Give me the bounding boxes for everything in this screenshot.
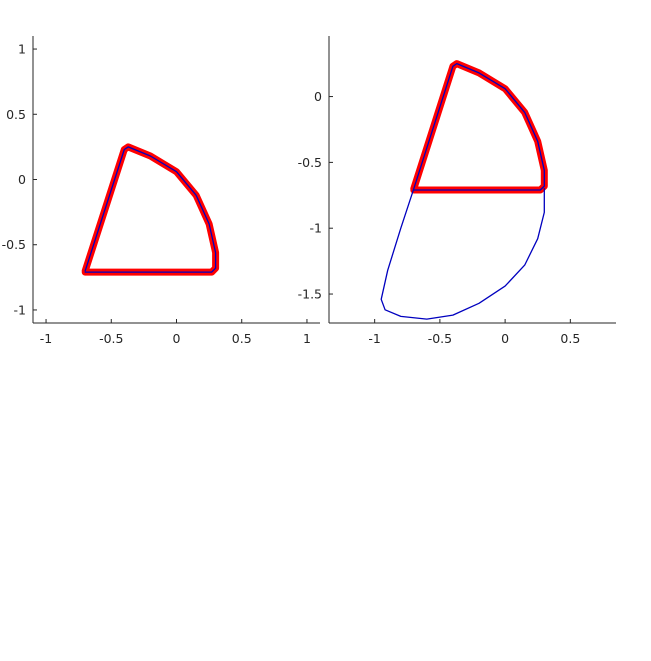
x-tick-label: -1 [368,331,380,346]
y-tick-label: 0 [18,172,26,187]
thin-blue-series-1 [84,146,217,273]
x-tick-label: 0 [173,331,181,346]
right-plot: -1 -0.5 0 0.5 -1.5 -1 -0.5 0 [298,36,616,346]
y-tick-label: -1 [310,221,322,236]
y-tick-label: -1 [14,302,26,317]
thin-blue-series-1 [413,62,545,191]
y-tick-label: -0.5 [298,155,322,170]
x-tick-label: -0.5 [99,331,123,346]
left-plot: -1 -0.5 0 0.5 1 -1 -0.5 0 0.5 1 [2,36,320,346]
x-tick-label: -0.5 [428,331,452,346]
x-tick-label: 0 [501,331,509,346]
y-tick-label: -0.5 [2,237,26,252]
thin-blue-series-2 [380,188,545,320]
y-tick-label: 1 [18,42,26,57]
x-tick-label: 1 [303,331,311,346]
x-tick-label: -1 [40,331,52,346]
y-tick-label: 0.5 [6,107,26,122]
y-tick-label: 0 [314,89,322,104]
x-tick-label: 0.5 [560,331,580,346]
y-tick-label: -1.5 [298,287,322,302]
x-tick-label: 0.5 [232,331,252,346]
